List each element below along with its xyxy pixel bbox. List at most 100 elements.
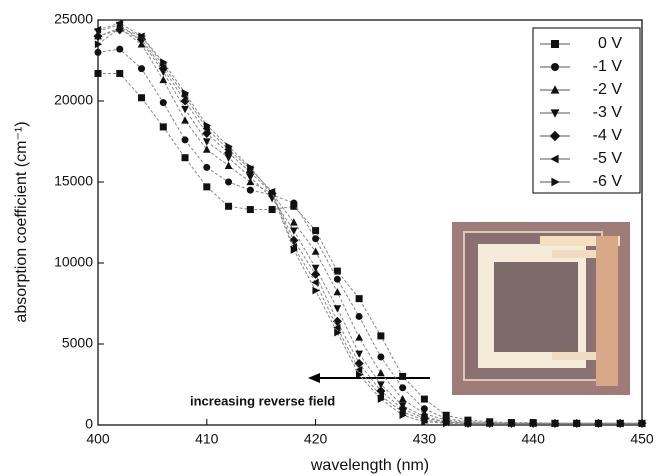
- marker: [93, 31, 103, 41]
- legend-marker: [551, 40, 559, 48]
- marker: [290, 199, 298, 207]
- marker: [289, 235, 299, 245]
- marker: [224, 154, 233, 162]
- marker: [399, 411, 407, 420]
- legend-marker: [551, 177, 560, 187]
- legend-label: -1 V: [593, 58, 623, 75]
- marker: [136, 34, 147, 44]
- marker: [225, 178, 233, 186]
- marker: [203, 121, 211, 130]
- marker: [530, 419, 538, 428]
- marker: [420, 405, 428, 413]
- marker: [333, 267, 341, 275]
- x-axis-label: wavelength (nm): [310, 457, 429, 474]
- marker: [116, 45, 124, 53]
- marker: [94, 48, 102, 56]
- inset-photo: [452, 222, 630, 395]
- marker: [508, 419, 516, 428]
- marker: [377, 353, 385, 361]
- marker: [246, 173, 255, 182]
- y-tick-label: 5000: [62, 335, 93, 351]
- marker: [180, 96, 190, 106]
- annotation: increasing reverse field: [190, 393, 335, 408]
- marker: [377, 381, 385, 389]
- marker: [638, 419, 647, 428]
- marker: [355, 333, 363, 341]
- marker: [94, 69, 102, 77]
- marker: [116, 24, 124, 32]
- marker: [115, 19, 123, 28]
- marker: [93, 25, 102, 34]
- series-line: [97, 27, 642, 424]
- y-tick-label: 15000: [54, 173, 93, 189]
- y-tick-label: 10000: [54, 254, 93, 270]
- marker: [486, 419, 494, 428]
- x-tick-label: 420: [304, 431, 328, 447]
- y-axis-label: absorption coefficient (cm⁻¹): [13, 121, 30, 322]
- marker: [138, 65, 146, 73]
- y-tick-label: 20000: [54, 92, 93, 108]
- y-tick-label: 25000: [54, 11, 93, 27]
- marker: [138, 32, 146, 41]
- marker: [333, 275, 341, 283]
- marker: [225, 202, 233, 210]
- marker: [312, 227, 320, 235]
- marker: [203, 183, 211, 191]
- marker: [181, 116, 189, 124]
- legend-marker: [550, 109, 560, 118]
- marker: [246, 206, 254, 214]
- x-tick-label: 410: [195, 431, 219, 447]
- marker: [355, 295, 363, 303]
- marker: [311, 278, 319, 287]
- marker: [399, 384, 407, 392]
- marker: [333, 287, 342, 296]
- marker: [246, 186, 254, 194]
- legend-label: -5 V: [593, 150, 623, 167]
- marker: [116, 69, 124, 77]
- marker: [202, 138, 211, 146]
- marker: [247, 163, 255, 172]
- marker: [311, 269, 321, 279]
- legend-label: -4 V: [593, 127, 623, 144]
- legend: [532, 27, 641, 194]
- marker: [377, 332, 385, 340]
- marker: [289, 227, 298, 235]
- marker: [159, 99, 167, 107]
- marker: [332, 316, 342, 326]
- marker: [268, 189, 277, 198]
- marker: [354, 358, 364, 368]
- marker: [312, 235, 320, 243]
- marker: [94, 40, 103, 49]
- marker: [573, 419, 581, 428]
- marker: [443, 419, 451, 428]
- legend-marker: [549, 130, 561, 142]
- legend-marker: [550, 154, 559, 164]
- marker: [290, 246, 299, 254]
- marker: [617, 419, 625, 428]
- marker: [595, 419, 603, 428]
- marker: [246, 177, 255, 186]
- legend-label: -3 V: [593, 104, 623, 121]
- marker: [377, 368, 385, 377]
- plot-frame: [97, 19, 643, 426]
- legend-label: -6 V: [593, 173, 623, 190]
- marker: [159, 123, 167, 131]
- marker: [421, 417, 429, 426]
- marker: [334, 328, 342, 337]
- marker: [181, 89, 190, 97]
- marker: [399, 372, 407, 380]
- marker: [181, 154, 189, 162]
- marker: [159, 75, 168, 84]
- legend-label: -2 V: [593, 81, 623, 98]
- marker: [268, 206, 276, 214]
- marker: [377, 395, 386, 403]
- marker: [333, 323, 341, 332]
- marker: [181, 105, 189, 114]
- marker: [420, 395, 428, 403]
- y-tick-label: 0: [85, 416, 93, 432]
- x-tick-label: 440: [522, 431, 546, 447]
- marker: [354, 366, 363, 374]
- marker: [225, 142, 233, 151]
- marker: [398, 394, 407, 403]
- marker: [202, 128, 212, 138]
